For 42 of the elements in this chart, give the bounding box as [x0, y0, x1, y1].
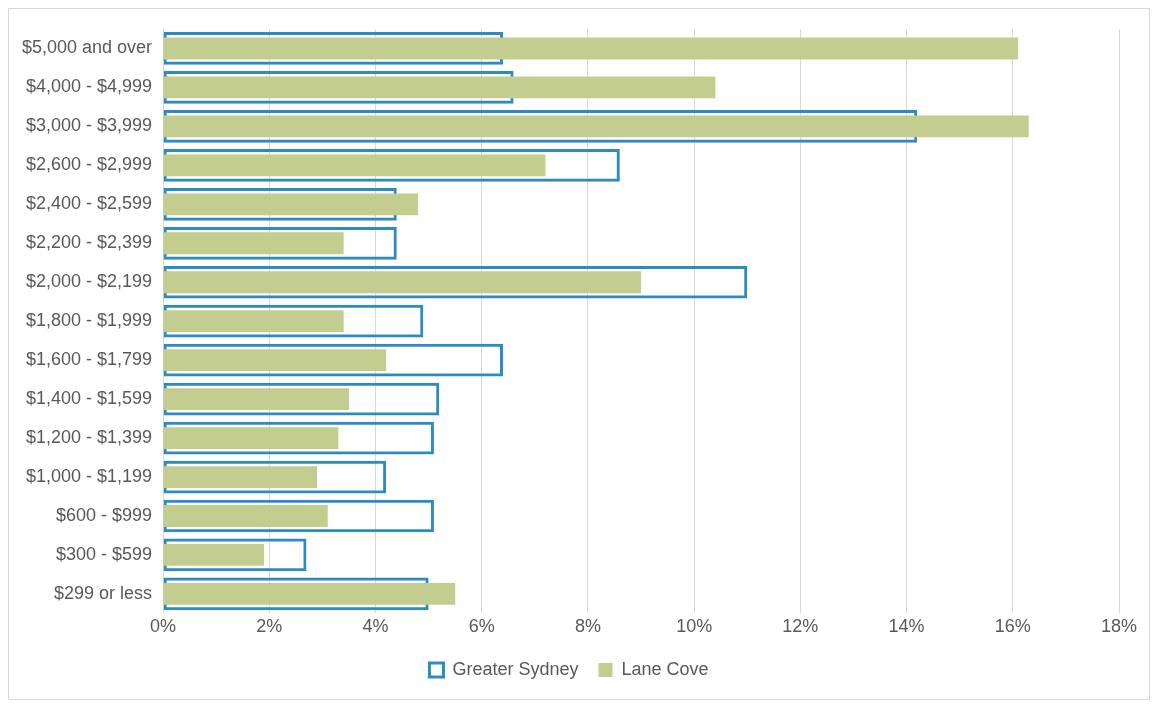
y-tick-label: $4,000 - $4,999 [26, 76, 153, 97]
y-tick-label: $300 - $599 [56, 543, 153, 564]
x-tick-label: 14% [888, 616, 925, 637]
x-tick-label: 10% [676, 616, 713, 637]
y-tick-label: $1,600 - $1,799 [26, 349, 153, 370]
bar [163, 388, 349, 411]
legend-label: Lane Cove [621, 658, 709, 679]
bar [163, 544, 265, 566]
bar [163, 349, 387, 372]
y-tick-label: $1,200 - $1,399 [26, 427, 153, 448]
y-tick-label: $2,000 - $2,199 [26, 271, 153, 292]
y-tick-label: $2,200 - $2,399 [26, 232, 153, 253]
bar [163, 76, 716, 99]
x-tick-label: 12% [782, 616, 819, 637]
bar [163, 37, 1019, 60]
x-tick-label: 8% [574, 616, 601, 637]
bar [163, 232, 344, 255]
x-tick-label: 0% [150, 616, 177, 637]
bar [163, 193, 419, 216]
x-tick-label: 16% [994, 616, 1031, 637]
y-tick-label: $2,400 - $2,599 [26, 193, 153, 214]
bar [163, 427, 339, 449]
y-tick-label: $1,000 - $1,199 [26, 466, 153, 487]
bar [163, 310, 344, 333]
x-tick-label: 6% [468, 616, 495, 637]
bar [163, 115, 1029, 138]
x-tick-label: 4% [362, 616, 389, 637]
bar [163, 466, 318, 488]
bar [163, 583, 456, 605]
x-tick-label: 18% [1100, 616, 1138, 637]
y-tick-label: $1,800 - $1,999 [26, 310, 153, 331]
y-tick-label: $5,000 and over [22, 37, 153, 58]
y-tick-label: $2,600 - $2,999 [26, 154, 153, 175]
y-tick-label: $3,000 - $3,999 [26, 115, 153, 136]
bar [163, 154, 546, 177]
legend-label: Greater Sydney [452, 658, 579, 679]
bar [163, 505, 328, 527]
x-tick-label: 2% [256, 616, 283, 637]
bar [163, 271, 642, 294]
y-tick-label: $299 or less [54, 582, 153, 603]
y-tick-label: $600 - $999 [56, 504, 153, 525]
y-tick-label: $1,400 - $1,599 [26, 388, 153, 409]
